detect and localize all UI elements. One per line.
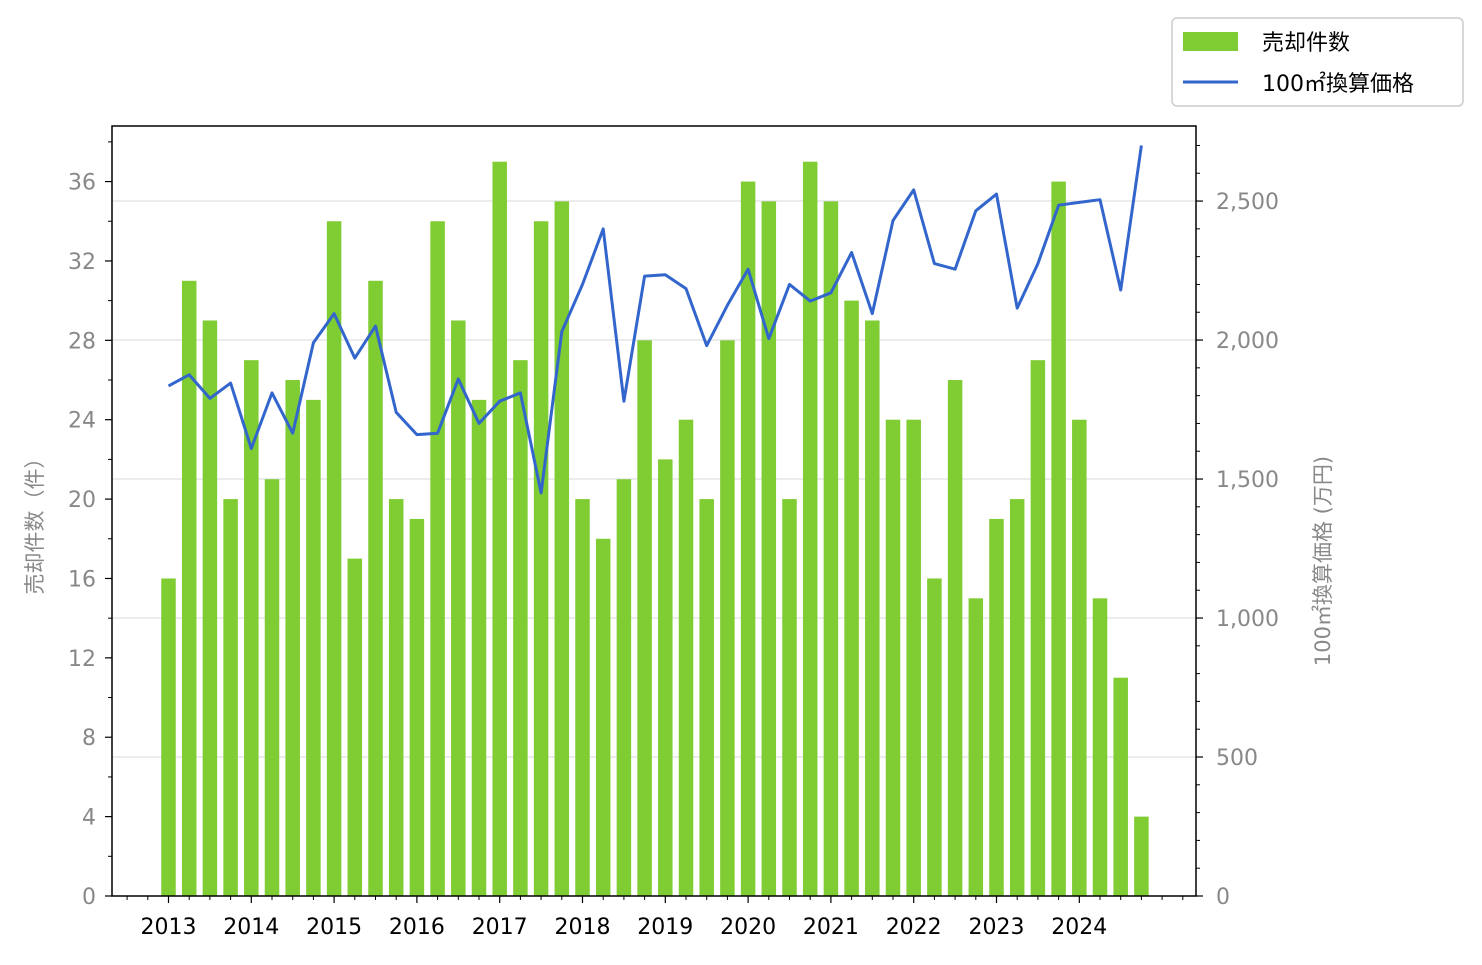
x-tick-label: 2014 [223,915,279,940]
bar-2022Q4 [968,598,984,896]
axes: 0481216202428323605001,0001,5002,0002,50… [23,125,1335,940]
bar-2013Q4 [223,499,238,896]
x-tick-label: 2023 [969,915,1025,940]
left-tick-label: 0 [82,885,96,910]
left-tick-label: 12 [68,647,96,672]
bar-2021Q4 [885,419,901,896]
bar-2018Q1 [575,499,590,896]
legend-label-bars: 売却件数 [1262,31,1350,56]
bar-2015Q3 [368,280,383,896]
legend-swatch-bars [1183,32,1238,51]
right-tick-label: 2,500 [1216,190,1279,215]
bar-2023Q2 [1009,499,1025,896]
right-tick-label: 1,500 [1216,468,1279,493]
bar-2014Q3 [285,380,300,896]
x-tick-label: 2020 [720,915,776,940]
bar-2022Q1 [906,419,921,896]
right-tick-label: 2,000 [1216,329,1279,354]
plot-frame [111,125,1197,897]
bar-2014Q2 [264,479,280,896]
bar-2014Q4 [306,399,321,896]
bar-2018Q2 [595,538,611,896]
bar-2013Q3 [202,320,218,897]
x-tick-label: 2019 [637,915,693,940]
bar-2013Q2 [181,280,197,896]
bar-2020Q4 [802,161,818,896]
bar-2022Q2 [927,578,942,896]
bar-2019Q1 [658,459,673,896]
left-tick-label: 28 [68,329,96,354]
bar-2020Q1 [740,181,756,896]
bar-2016Q3 [451,320,466,897]
left-tick-label: 8 [82,726,96,751]
bar-2023Q4 [1051,181,1066,896]
left-tick-label: 32 [68,250,96,275]
legend: 売却件数 100㎡換算価格 [1171,17,1464,107]
left-tick-label: 24 [68,409,96,434]
right-axis-label: 100㎡換算価格 (万円) [1311,456,1335,666]
bar-2014Q1 [244,360,259,896]
bar-2020Q2 [761,201,777,897]
bar-2018Q4 [637,340,652,896]
x-tick-label: 2022 [886,915,942,940]
bar-2019Q2 [678,419,694,896]
bar-2024Q1 [1072,419,1087,896]
right-tick-label: 500 [1216,746,1258,771]
price-line [167,145,1143,495]
bar-2021Q2 [844,300,859,896]
legend-label-line: 100㎡換算価格 [1262,71,1414,97]
bar-2023Q3 [1030,360,1046,896]
bar-2016Q1 [409,518,425,896]
right-tick-label: 1,000 [1216,607,1279,632]
bar-2015Q1 [326,221,342,896]
left-tick-label: 20 [68,488,96,513]
bars [161,161,1149,897]
bar-2016Q2 [430,221,445,896]
x-tick-label: 2015 [306,915,362,940]
bar-2013Q1 [161,578,176,896]
x-tick-label: 2017 [472,915,528,940]
price-line-layer [167,145,1143,495]
bar-2017Q3 [533,221,549,896]
legend-box [1171,17,1464,107]
bar-2019Q3 [699,499,714,896]
bar-2024Q3 [1113,677,1128,896]
bar-2018Q3 [616,479,632,896]
bar-2024Q4 [1134,816,1149,896]
x-tick-label: 2021 [803,915,859,940]
x-tick-label: 2024 [1051,915,1107,940]
bar-2017Q2 [513,360,528,896]
bar-2024Q2 [1092,598,1108,896]
right-tick-label: 0 [1216,885,1230,910]
bar-2016Q4 [471,399,487,896]
bar-2021Q3 [865,320,880,897]
bar-2019Q4 [720,340,735,896]
x-tick-label: 2013 [141,915,197,940]
bar-2021Q1 [823,201,839,897]
bar-2022Q3 [947,380,963,896]
bar-2017Q4 [554,201,570,897]
bar-2017Q1 [492,161,507,896]
left-tick-label: 16 [68,567,96,592]
left-axis-label: 売却件数（件） [23,448,47,595]
left-tick-label: 4 [82,806,96,831]
x-tick-label: 2016 [389,915,445,940]
bar-2020Q3 [782,499,797,896]
bar-2023Q1 [989,518,1004,896]
x-tick-label: 2018 [555,915,611,940]
bar-2015Q4 [388,499,404,896]
left-tick-label: 36 [68,171,96,196]
bar-2015Q2 [347,558,363,896]
